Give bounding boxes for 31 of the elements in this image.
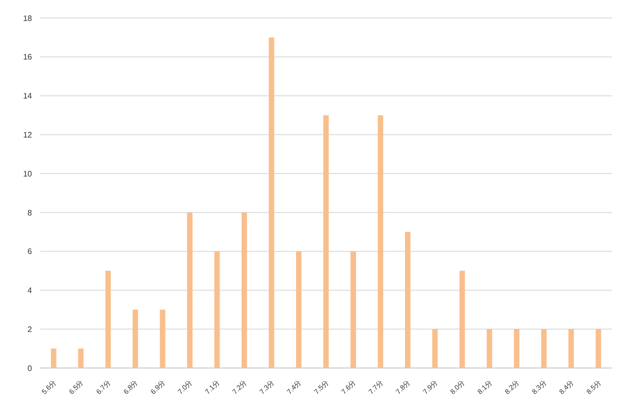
y-tick-label: 4 [28, 286, 33, 296]
y-tick-label: 8 [28, 208, 33, 218]
bar [242, 212, 248, 368]
bar [541, 329, 547, 368]
y-tick-label: 14 [23, 92, 33, 101]
bar [514, 329, 520, 368]
bar [296, 251, 302, 368]
bar [596, 329, 602, 368]
bar [132, 310, 138, 368]
bar [323, 115, 329, 368]
bar [459, 270, 465, 368]
bar [214, 251, 220, 368]
bar [160, 310, 166, 368]
y-tick-label: 6 [28, 247, 33, 256]
bar [432, 329, 438, 368]
bar [378, 115, 384, 368]
y-tick-label: 18 [23, 14, 33, 23]
y-tick-label: 12 [23, 130, 33, 140]
bar [187, 212, 193, 368]
bar [404, 232, 410, 368]
bar [105, 270, 111, 368]
bar [350, 251, 356, 368]
bar [268, 37, 274, 368]
y-tick-label: 2 [28, 324, 33, 334]
bar [486, 329, 492, 368]
bar [78, 348, 84, 368]
bar [50, 348, 56, 368]
y-tick-label: 10 [23, 169, 33, 178]
y-tick-label: 16 [23, 52, 33, 62]
bar [568, 329, 574, 368]
y-tick-label: 0 [28, 364, 33, 373]
